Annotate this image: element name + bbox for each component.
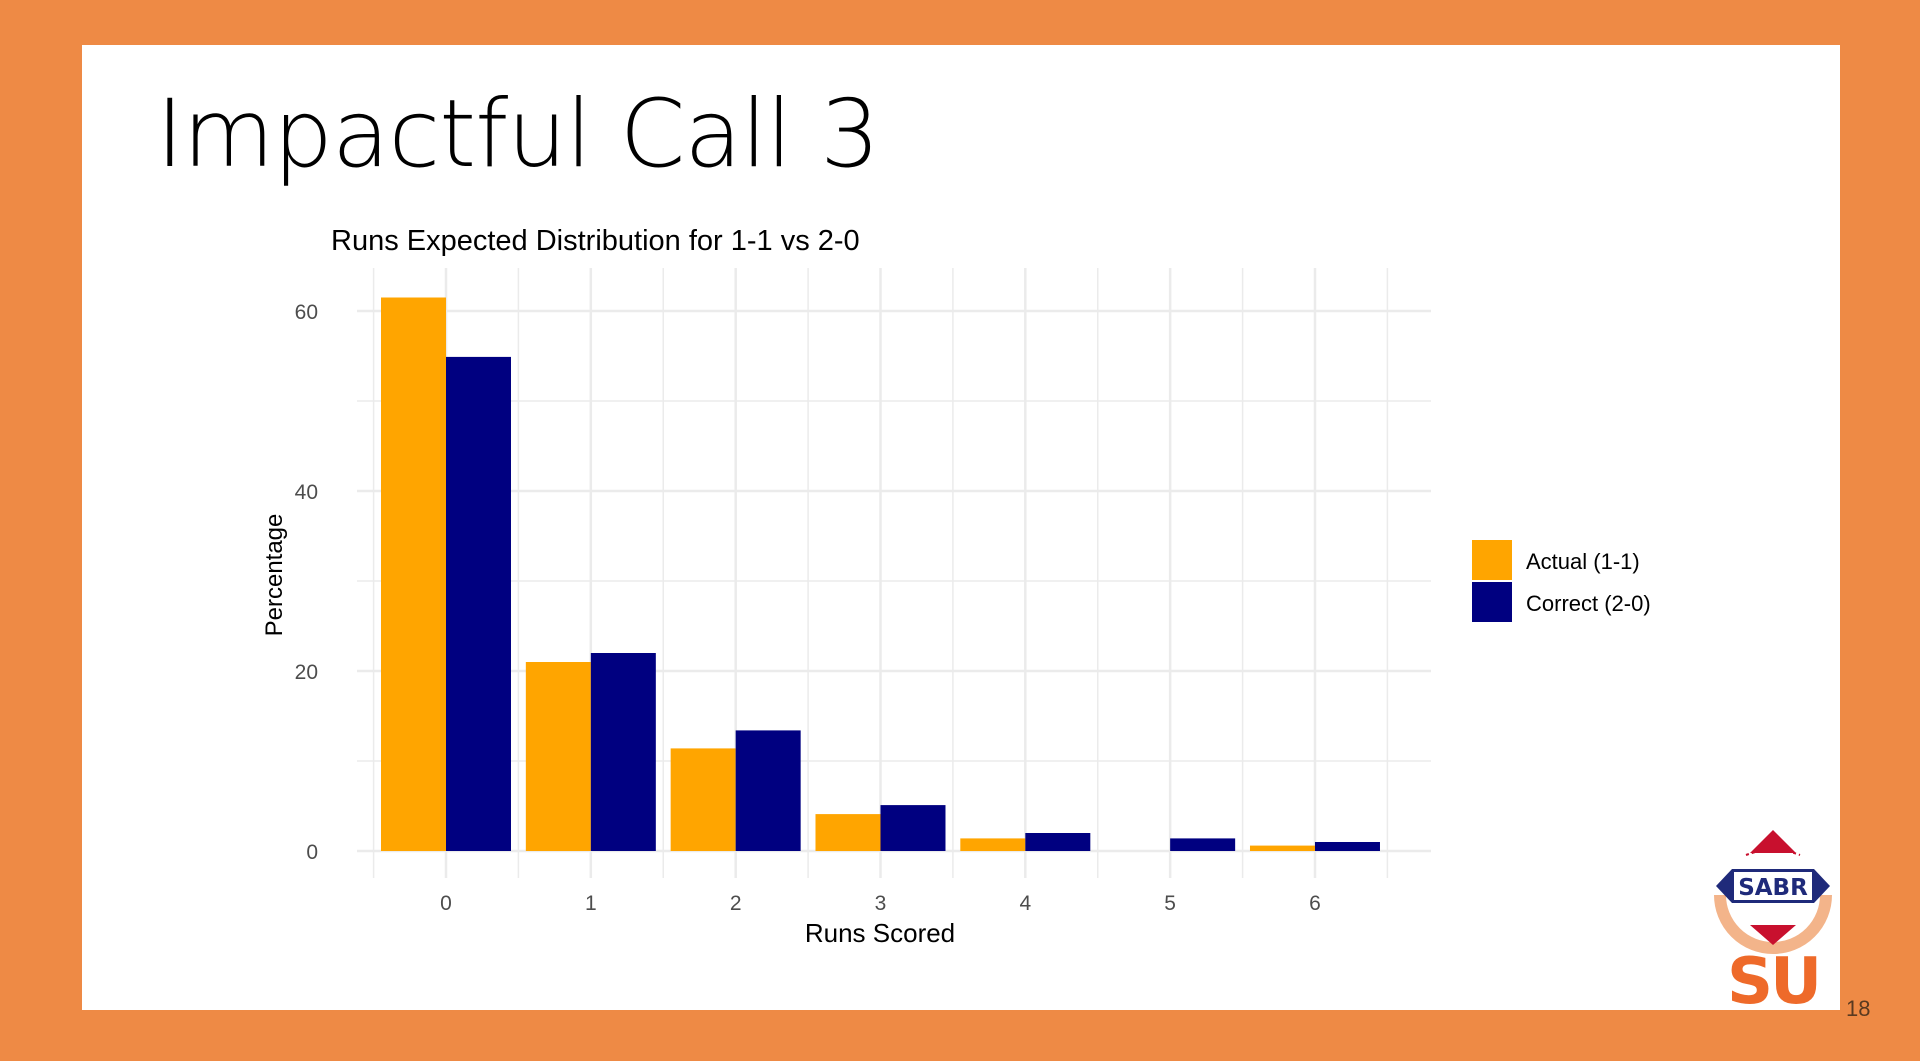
y-tick-label: 40 [295, 481, 318, 504]
logo-top-text: SABR [1738, 875, 1808, 901]
logo-bottom-text: SU [1727, 945, 1819, 1010]
slide-title: Impactful Call 3 [156, 80, 880, 189]
y-tick-label: 0 [306, 841, 318, 864]
bar-correct-3 [880, 805, 946, 851]
legend-swatch-correct [1472, 582, 1512, 622]
x-tick-label: 0 [440, 892, 452, 915]
x-axis-label: Runs Scored [805, 918, 955, 948]
x-tick-label: 6 [1309, 892, 1321, 915]
bar-actual-4 [960, 838, 1026, 851]
bar-correct-4 [1025, 833, 1091, 851]
bar-correct-5 [1170, 838, 1236, 851]
bars-layer [381, 297, 1380, 851]
bar-correct-1 [590, 653, 656, 851]
bar-actual-6 [1249, 845, 1315, 851]
legend-label-correct: Correct (2-0) [1526, 591, 1651, 616]
bar-actual-3 [815, 814, 881, 851]
y-tick-label: 60 [295, 301, 318, 324]
x-tick-label: 3 [875, 892, 887, 915]
logo-diamond-bottom [1750, 925, 1796, 945]
legend-swatch-actual [1472, 540, 1512, 580]
chart-title: Runs Expected Distribution for 1-1 vs 2-… [331, 225, 860, 257]
legend: Actual (1-1) Correct (2-0) [1472, 540, 1651, 622]
ticks-layer: 0 20 40 60 0 1 2 3 4 5 6 [295, 301, 1321, 915]
page-number: 18 [1846, 996, 1871, 1021]
logo-baseball-arc [1714, 894, 1832, 954]
legend-label-actual: Actual (1-1) [1526, 549, 1640, 574]
bar-correct-6 [1314, 842, 1380, 851]
sabr-su-logo: SABR SU [1714, 830, 1832, 1010]
bar-actual-0 [381, 297, 446, 851]
logo-diamond-top [1750, 830, 1796, 853]
x-tick-label: 4 [1019, 892, 1031, 915]
bar-correct-2 [735, 730, 801, 851]
logo-stitches [1745, 849, 1801, 856]
x-tick-label: 1 [585, 892, 597, 915]
x-tick-label: 5 [1164, 892, 1176, 915]
y-tick-label: 20 [295, 661, 318, 684]
x-tick-label: 2 [730, 892, 742, 915]
y-axis-label: Percentage [261, 514, 288, 637]
grid-layer [357, 268, 1431, 878]
bar-correct-0 [446, 356, 511, 851]
bar-actual-2 [670, 748, 736, 851]
bar-actual-1 [525, 662, 591, 851]
logo-banner-inner [1734, 872, 1812, 900]
